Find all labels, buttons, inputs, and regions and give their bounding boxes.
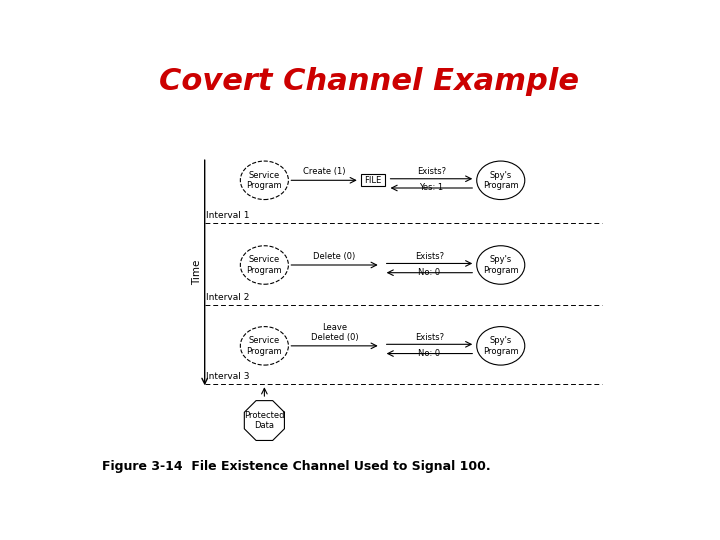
Text: Figure 3-14  File Existence Channel Used to Signal 100.: Figure 3-14 File Existence Channel Used … [102,460,490,473]
Text: Yes: 1: Yes: 1 [419,184,444,192]
Text: Exists?: Exists? [415,252,444,261]
Text: Service
Program: Service Program [246,336,282,355]
Text: No: 0: No: 0 [418,268,441,277]
Text: Interval 3: Interval 3 [206,372,250,381]
Text: Interval 1: Interval 1 [206,211,250,220]
Text: Leave
Deleted (0): Leave Deleted (0) [311,322,359,342]
Ellipse shape [240,327,289,365]
Text: Delete (0): Delete (0) [313,252,356,261]
Text: Service
Program: Service Program [246,171,282,190]
Polygon shape [244,401,284,441]
Text: Service
Program: Service Program [246,255,282,275]
Ellipse shape [477,327,525,365]
Bar [361,174,384,186]
Ellipse shape [240,161,289,200]
Text: Protected
Data: Protected Data [244,411,284,430]
Text: Spy's
Program: Spy's Program [483,255,518,275]
Text: Create (1): Create (1) [303,167,346,177]
Text: Interval 2: Interval 2 [206,293,250,302]
Text: Exists?: Exists? [415,333,444,342]
Text: Time: Time [192,260,202,285]
Text: Spy's
Program: Spy's Program [483,336,518,355]
Ellipse shape [477,246,525,284]
Text: No: 0: No: 0 [418,349,441,358]
Text: Spy's
Program: Spy's Program [483,171,518,190]
Ellipse shape [477,161,525,200]
Ellipse shape [240,246,289,284]
Text: Covert Channel Example: Covert Channel Example [159,68,579,96]
Text: FILE: FILE [364,176,382,185]
Text: Exists?: Exists? [417,167,446,177]
